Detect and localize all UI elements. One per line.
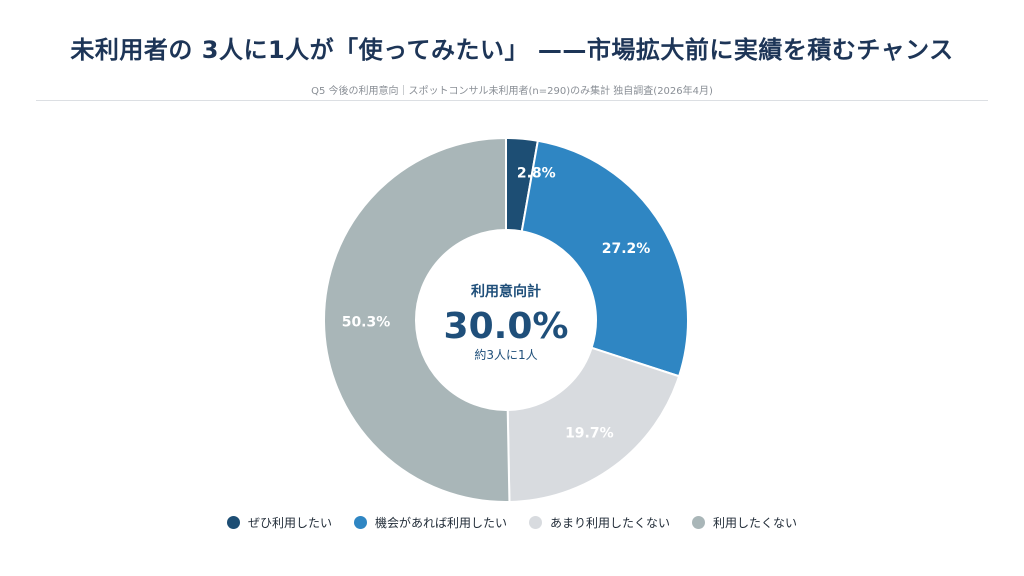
center-label: 利用意向計 [471, 283, 541, 300]
legend-item-rather-not: あまり利用したくない [529, 514, 670, 531]
chart-legend: ぜひ利用したい 機会があれば利用したい あまり利用したくない 利用したくない [0, 514, 1024, 531]
slice-value-label: 50.3% [342, 314, 391, 330]
legend-swatch [529, 516, 542, 529]
slice-rather-not [506, 346, 681, 503]
slice-value-label: 19.7% [565, 425, 614, 441]
center-value: 30.0% [444, 306, 569, 347]
donut-slice-labels: 2.8% 27.2% 19.7% 50.3% [342, 166, 651, 442]
legend-swatch [353, 516, 367, 529]
legend-item-strongly-want: ぜひ利用したい [226, 514, 332, 531]
legend-item-do-not-want: 利用したくない [692, 514, 797, 531]
slice-want-if-chance [520, 139, 689, 378]
chart-subtitle: Q5 今後の利用意向｜スポットコンサル未利用者(n=290)のみ集計 独自調査(… [311, 86, 713, 97]
slice-value-label: 2.8% [517, 166, 556, 182]
legend-swatch [692, 516, 706, 529]
legend-label: 利用したくない [713, 516, 798, 530]
donut-slices [323, 136, 689, 503]
legend-label: ぜひ利用したい [247, 516, 332, 530]
slice-value-label: 27.2% [602, 241, 651, 257]
legend-label: 機会があれば利用したい [374, 516, 507, 530]
center-note: 約3人に1人 [474, 347, 537, 362]
title-divider [36, 100, 988, 101]
chart-title: 未利用者の 3人に1人が「使ってみたい」 ——市場拡大前に実績を積むチャンス [70, 36, 954, 64]
slice-do-not-want [323, 136, 511, 503]
legend-swatch [226, 516, 240, 529]
legend-label: あまり利用したくない [550, 516, 671, 530]
legend-item-want-if-chance: 機会があれば利用したい [353, 514, 507, 531]
